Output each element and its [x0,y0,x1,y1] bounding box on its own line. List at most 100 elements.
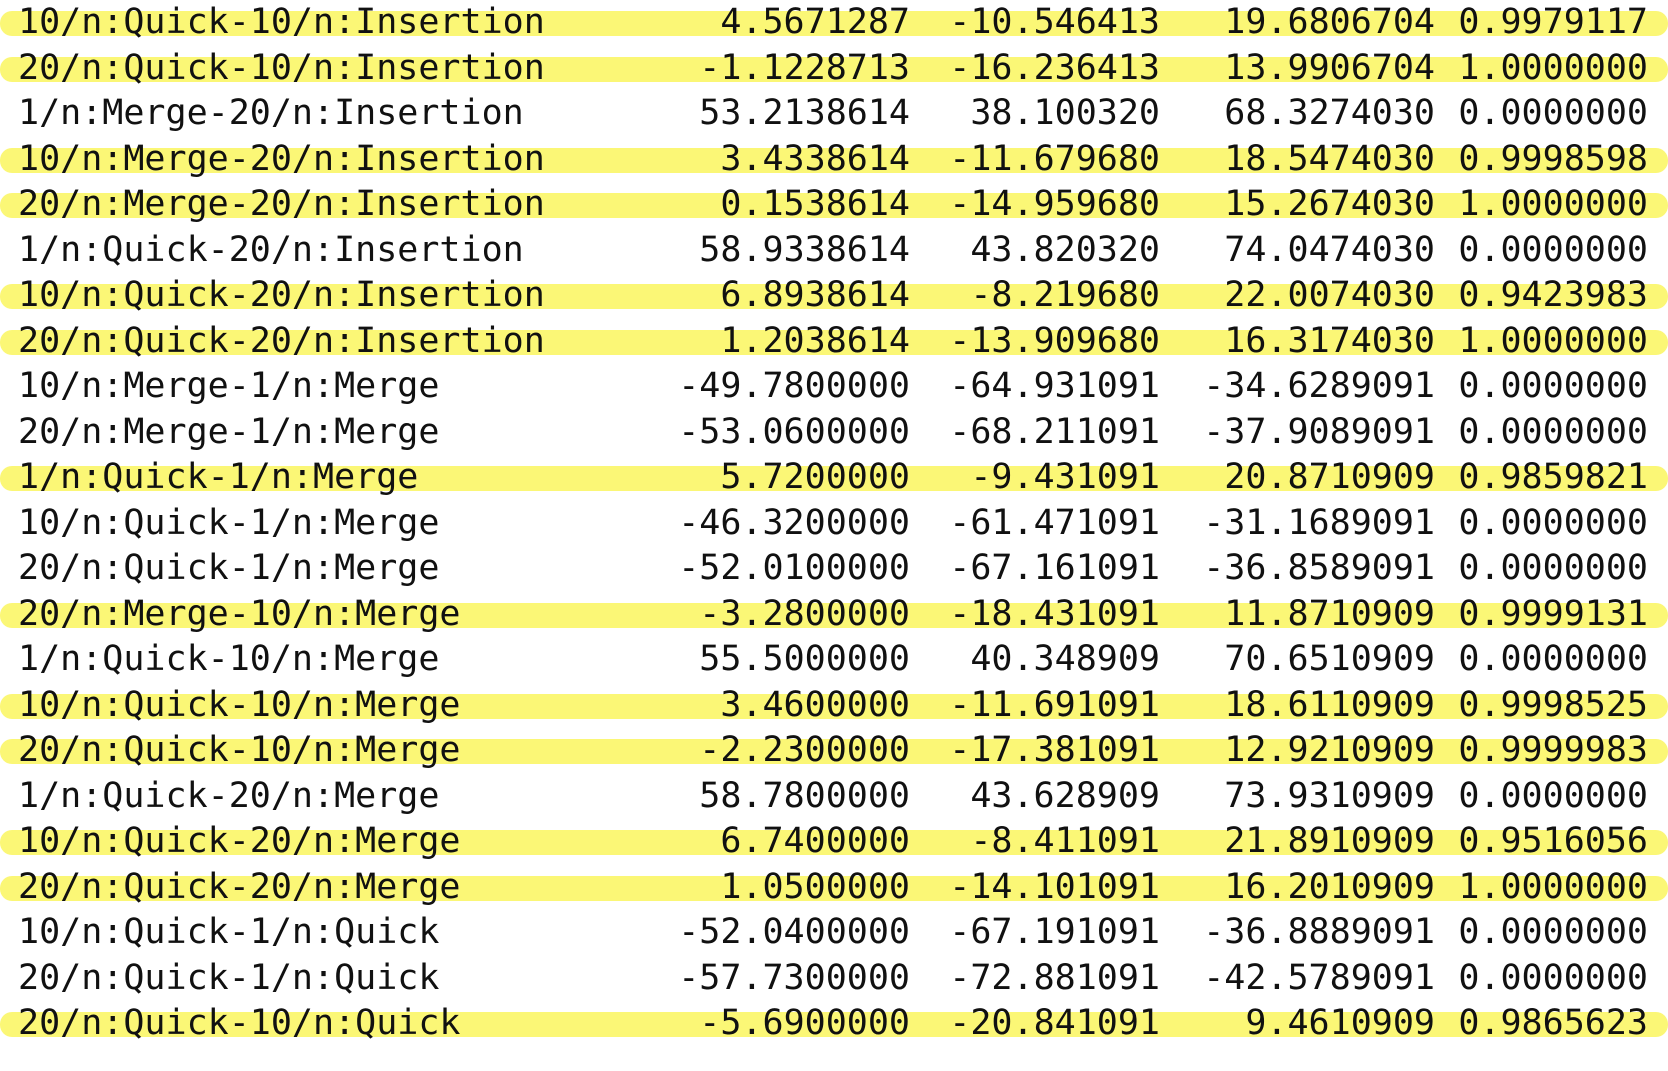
upper-bound-cell: 18.6110909 [1224,684,1435,725]
table-row: 10/n:Quick-10/n:Insertion 4.5671287 -10.54… [0,0,1668,46]
lower-bound-cell: -10.546413 [949,2,1160,42]
upper-bound-cell: 74.0474030 [1224,229,1435,270]
comparison-cell: 10/n:Merge-1/n:Merge [18,366,440,406]
p-adj-cell: 0.0000000 [1458,957,1648,998]
upper-bound-cell: 19.6806704 [1224,2,1435,42]
upper-bound-cell: 15.2674030 [1224,184,1435,224]
p-adj-cell: 0.0000000 [1458,639,1648,679]
lower-bound-cell: -67.191091 [949,912,1160,952]
lower-bound-cell: -11.679680 [949,138,1160,179]
p-adj-cell: 0.0000000 [1458,229,1648,270]
p-adj-cell: 0.0000000 [1458,366,1648,406]
upper-bound-cell: 21.8910909 [1224,821,1435,861]
upper-bound-cell: 73.9310909 [1224,775,1435,816]
comparison-cell: 1/n:Quick-10/n:Merge [18,639,440,679]
highlighter-mark [0,466,1668,491]
highlighter-mark [0,329,1668,355]
diff-cell: -1.1228713 [699,47,910,88]
table-row: 20/n:Quick-20/n:Insertion 1.2038614 -13.90… [0,319,1668,365]
upper-bound-cell: 18.5474030 [1224,138,1435,179]
table-row: 20/n:Quick-10/n:Quick -5.6900000 -20.84109… [0,1001,1668,1047]
comparison-cell: 10/n:Quick-20/n:Insertion [18,275,545,315]
p-adj-cell: 0.0000000 [1458,502,1648,543]
upper-bound-cell: -42.5789091 [1203,957,1435,998]
diff-cell: -52.0100000 [678,548,910,588]
p-adj-cell: 0.0000000 [1458,93,1648,133]
table-row: 20/n:Quick-1/n:Merge -52.0100000 -67.16109… [0,546,1668,592]
upper-bound-cell: -36.8889091 [1203,912,1435,952]
lower-bound-cell: -16.236413 [949,47,1160,88]
diff-cell: 1.2038614 [720,320,910,361]
lower-bound-cell: -20.841091 [949,1003,1160,1043]
highlighter-mark [0,830,1668,855]
table-row: 20/n:Quick-10/n:Merge -2.2300000 -17.38109… [0,728,1668,774]
lower-bound-cell: -72.881091 [949,957,1160,998]
lower-bound-cell: -14.959680 [949,184,1160,224]
diff-cell: 1.0500000 [720,866,910,907]
comparison-cell: 1/n:Quick-20/n:Insertion [18,229,524,270]
comparison-cell: 10/n:Quick-1/n:Merge [18,502,440,543]
upper-bound-cell: 22.0074030 [1224,275,1435,315]
lower-bound-cell: -9.431091 [970,457,1160,497]
lower-bound-cell: -68.211091 [949,411,1160,452]
comparison-cell: 1/n:Merge-20/n:Insertion [18,93,524,133]
highlighter-mark [0,11,1668,36]
lower-bound-cell: -64.931091 [949,366,1160,406]
lower-bound-cell: 38.100320 [970,93,1160,133]
comparison-cell: 10/n:Quick-1/n:Quick [18,912,440,952]
diff-cell: 6.8938614 [720,275,910,315]
table-row: 1/n:Quick-10/n:Merge 55.5000000 40.348909 7… [0,637,1668,683]
comparison-cell: 20/n:Quick-1/n:Quick [18,957,440,998]
highlighter-mark [0,693,1668,719]
upper-bound-cell: 16.2010909 [1224,866,1435,907]
comparison-cell: 20/n:Quick-1/n:Merge [18,548,440,588]
diff-cell: 6.7400000 [720,821,910,861]
comparison-cell: 10/n:Quick-10/n:Insertion [18,2,545,42]
diff-cell: -57.7300000 [678,957,910,998]
comparison-cell: 20/n:Quick-10/n:Quick [18,1003,461,1043]
upper-bound-cell: 11.8710909 [1224,593,1435,634]
p-adj-cell: 0.9999131 [1458,593,1648,634]
p-adj-cell: 0.9979117 [1458,2,1648,42]
highlighter-mark [0,193,1668,218]
table-row: 10/n:Merge-20/n:Insertion 3.4338614 -11.67… [0,137,1668,183]
upper-bound-cell: -31.1689091 [1203,502,1435,543]
diff-cell: 3.4338614 [720,138,910,179]
p-adj-cell: 0.0000000 [1458,912,1648,952]
lower-bound-cell: -11.691091 [949,684,1160,725]
diff-cell: 4.5671287 [720,2,910,42]
p-adj-cell: 0.0000000 [1458,548,1648,588]
lower-bound-cell: 43.820320 [970,229,1160,270]
upper-bound-cell: 13.9906704 [1224,47,1435,88]
p-adj-cell: 0.9423983 [1458,275,1648,315]
diff-cell: 58.9338614 [699,229,910,270]
comparison-cell: 20/n:Quick-10/n:Insertion [18,47,545,88]
table-row: 10/n:Quick-20/n:Insertion 6.8938614 -8.219… [0,273,1668,319]
diff-cell: -2.2300000 [699,730,910,770]
comparison-cell: 1/n:Quick-20/n:Merge [18,775,440,816]
table-row: 10/n:Quick-1/n:Quick -52.0400000 -67.19109… [0,910,1668,956]
table-row: 20/n:Quick-20/n:Merge 1.0500000 -14.101091… [0,865,1668,911]
highlighter-mark [0,739,1668,764]
lower-bound-cell: 40.348909 [970,639,1160,679]
p-adj-cell: 0.9998525 [1458,684,1648,725]
highlighter-mark [0,56,1668,82]
comparison-cell: 20/n:Merge-20/n:Insertion [18,184,545,224]
highlighter-mark [0,875,1668,901]
lower-bound-cell: -8.219680 [970,275,1160,315]
highlighter-mark [0,147,1668,173]
lower-bound-cell: -61.471091 [949,502,1160,543]
table-row: 20/n:Merge-1/n:Merge -53.0600000 -68.21109… [0,410,1668,456]
lower-bound-cell: 43.628909 [970,775,1160,816]
diff-cell: 53.2138614 [699,93,910,133]
lower-bound-cell: -17.381091 [949,730,1160,770]
table-row: 1/n:Quick-20/n:Merge 58.7800000 43.628909 7… [0,774,1668,820]
table-row: 1/n:Quick-20/n:Insertion 58.9338614 43.820… [0,228,1668,274]
p-adj-cell: 0.9859821 [1458,457,1648,497]
diff-cell: 5.7200000 [720,457,910,497]
comparison-cell: 20/n:Merge-1/n:Merge [18,411,440,452]
highlighter-mark [0,284,1668,309]
p-adj-cell: 0.9865623 [1458,1003,1648,1043]
diff-cell: 58.7800000 [699,775,910,816]
